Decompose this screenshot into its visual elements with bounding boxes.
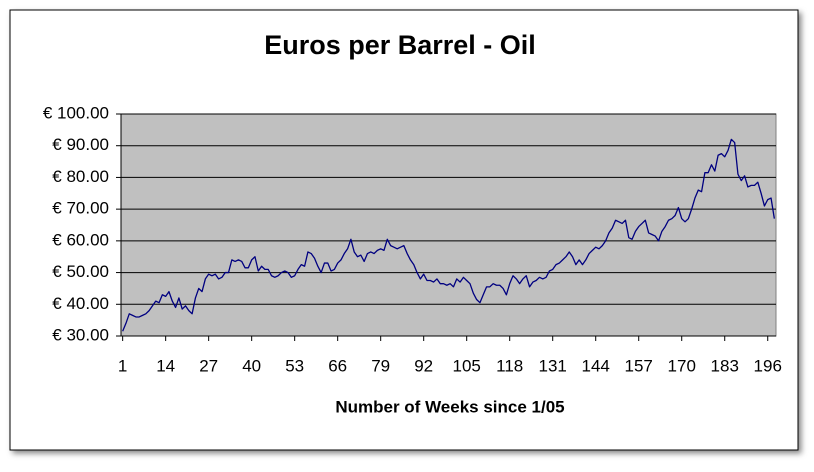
x-tick-label: 105	[453, 356, 481, 375]
x-tick-label: 53	[285, 356, 304, 375]
x-tick-label: 92	[414, 356, 433, 375]
chart-title: Euros per Barrel - Oil	[264, 30, 536, 60]
x-tick-label: 170	[668, 356, 696, 375]
data-line	[122, 138, 775, 332]
x-axis-label: Number of Weeks since 1/05	[335, 397, 564, 416]
y-tick-label: € 50.00	[52, 262, 109, 281]
y-tick-label: € 70.00	[52, 199, 109, 218]
y-tick-label: € 90.00	[52, 135, 109, 154]
x-tick-label: 66	[328, 356, 347, 375]
x-tick-label: 14	[156, 356, 175, 375]
x-tick-label: 131	[539, 356, 567, 375]
x-tick-label: 27	[199, 356, 218, 375]
x-tick-label: 40	[242, 356, 261, 375]
x-tick-label: 79	[371, 356, 390, 375]
y-tick-label: € 30.00	[52, 325, 109, 344]
y-tick-label: € 100.00	[43, 103, 109, 122]
x-tick-label: 196	[754, 356, 782, 375]
y-tick-label: € 40.00	[52, 294, 109, 313]
x-tick-label: 1	[118, 356, 127, 375]
y-tick-label: € 80.00	[52, 167, 109, 186]
x-tick-label: 157	[625, 356, 653, 375]
x-tick-label: 144	[582, 356, 610, 375]
x-tick-label: 118	[496, 356, 523, 375]
y-tick-label: € 60.00	[52, 230, 109, 249]
plot-area	[120, 113, 777, 337]
x-tick-label: 183	[711, 356, 739, 375]
